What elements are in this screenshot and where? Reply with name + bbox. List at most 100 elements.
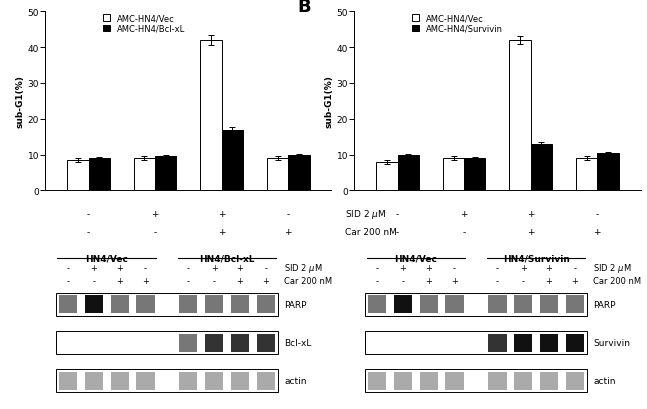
Text: +: + (545, 264, 553, 273)
Text: -: - (596, 210, 599, 219)
Bar (85, 372, 103, 390)
Text: actin: actin (593, 376, 616, 385)
Text: actin: actin (284, 376, 307, 385)
Text: Car 200 nM: Car 200 nM (284, 276, 333, 285)
Text: -: - (264, 264, 267, 273)
Text: -: - (93, 276, 96, 285)
Legend: AMC-HN4/Vec, AMC-HN4/Bcl-xL: AMC-HN4/Vec, AMC-HN4/Bcl-xL (101, 13, 187, 36)
Bar (56, 331, 278, 354)
Bar (377, 162, 398, 191)
Text: +: + (236, 264, 243, 273)
Bar (394, 372, 412, 390)
Bar (256, 296, 275, 314)
Text: -: - (396, 210, 399, 219)
Bar (565, 372, 584, 390)
Bar (179, 296, 197, 314)
Text: +: + (425, 264, 432, 273)
Bar (565, 296, 584, 314)
Text: +: + (451, 276, 458, 285)
Y-axis label: sub-G1(%): sub-G1(%) (16, 75, 25, 128)
Bar (137, 296, 155, 314)
Bar (576, 159, 597, 191)
Bar (59, 372, 77, 390)
Bar (464, 159, 485, 191)
Bar (540, 334, 558, 352)
Text: HN4/Bcl-xL: HN4/Bcl-xL (199, 254, 255, 263)
Bar (445, 296, 464, 314)
Text: -: - (496, 276, 499, 285)
Text: -: - (376, 264, 378, 273)
Text: -: - (213, 276, 215, 285)
Text: +: + (236, 276, 243, 285)
Bar (531, 144, 552, 191)
Text: +: + (151, 210, 159, 219)
Bar (256, 372, 275, 390)
Bar (56, 293, 278, 316)
Bar (256, 334, 275, 352)
Bar (89, 159, 110, 191)
Text: -: - (463, 228, 466, 236)
Bar (111, 296, 129, 314)
Bar (231, 334, 249, 352)
Bar (205, 372, 223, 390)
Text: +: + (520, 264, 527, 273)
Bar (597, 153, 619, 191)
Text: -: - (153, 228, 157, 236)
Text: -: - (187, 264, 190, 273)
Bar (56, 370, 278, 392)
Bar (398, 155, 419, 191)
Text: -: - (521, 276, 525, 285)
Text: Survivin: Survivin (593, 338, 630, 347)
Bar (488, 372, 507, 390)
Bar (155, 157, 177, 191)
Text: +: + (527, 210, 534, 219)
Text: +: + (285, 228, 292, 236)
Text: +: + (527, 228, 534, 236)
Bar (540, 372, 558, 390)
Text: PARP: PARP (284, 300, 307, 309)
Bar (134, 159, 155, 191)
Bar (420, 296, 438, 314)
Bar (365, 331, 587, 354)
Bar (420, 372, 438, 390)
Text: -: - (573, 264, 576, 273)
Text: -: - (453, 264, 456, 273)
Bar (514, 296, 532, 314)
Bar (288, 155, 309, 191)
Text: -: - (376, 276, 378, 285)
Bar (368, 296, 386, 314)
Text: HN4/Vec: HN4/Vec (85, 254, 128, 263)
Text: +: + (142, 276, 149, 285)
Bar (394, 296, 412, 314)
Bar (514, 372, 532, 390)
Text: +: + (461, 210, 468, 219)
Text: +: + (425, 276, 432, 285)
Bar (111, 372, 129, 390)
Text: +: + (116, 276, 123, 285)
Text: -: - (496, 264, 499, 273)
Text: -: - (87, 210, 90, 219)
Bar (67, 161, 89, 191)
Text: +: + (400, 264, 406, 273)
Bar (488, 296, 507, 314)
Bar (231, 296, 249, 314)
Bar (565, 334, 584, 352)
Text: +: + (593, 228, 601, 236)
Bar (59, 296, 77, 314)
Text: -: - (187, 276, 190, 285)
Bar (231, 372, 249, 390)
Text: +: + (116, 264, 123, 273)
Text: PARP: PARP (593, 300, 616, 309)
Text: -: - (67, 264, 70, 273)
Bar (365, 370, 587, 392)
Bar (445, 372, 464, 390)
Bar (443, 159, 464, 191)
Text: +: + (218, 228, 225, 236)
Text: +: + (262, 276, 269, 285)
Text: -: - (396, 228, 399, 236)
Text: Car 200 nM: Car 200 nM (593, 276, 641, 285)
Text: -: - (402, 276, 404, 285)
Legend: AMC-HN4/Vec, AMC-HN4/Survivin: AMC-HN4/Vec, AMC-HN4/Survivin (410, 13, 505, 36)
Text: +: + (91, 264, 98, 273)
Bar (179, 334, 197, 352)
